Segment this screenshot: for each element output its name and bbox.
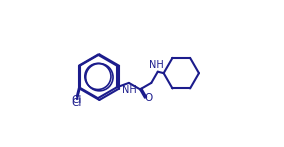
Text: Cl: Cl xyxy=(71,98,82,108)
Text: Cl: Cl xyxy=(71,95,82,105)
Text: NH: NH xyxy=(122,85,137,95)
Text: O: O xyxy=(145,93,153,103)
Text: NH: NH xyxy=(149,60,164,70)
